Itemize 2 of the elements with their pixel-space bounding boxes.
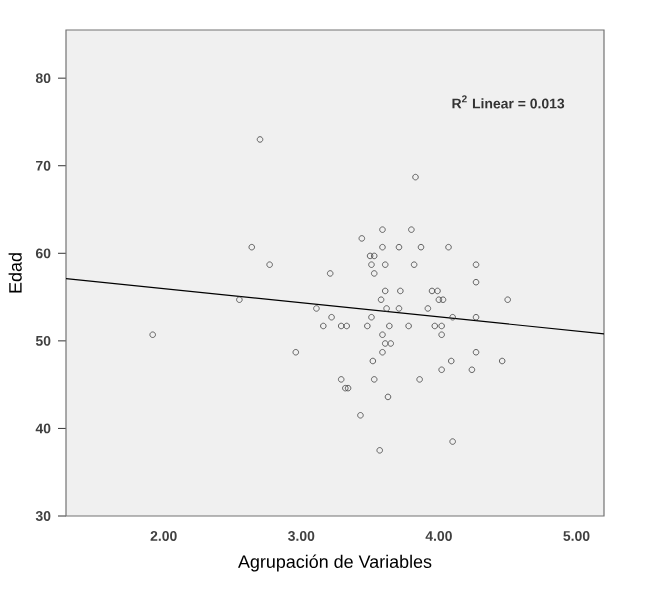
x-axis-title: Agrupación de Variables	[238, 554, 432, 572]
y-axis-title: Edad	[8, 253, 22, 293]
